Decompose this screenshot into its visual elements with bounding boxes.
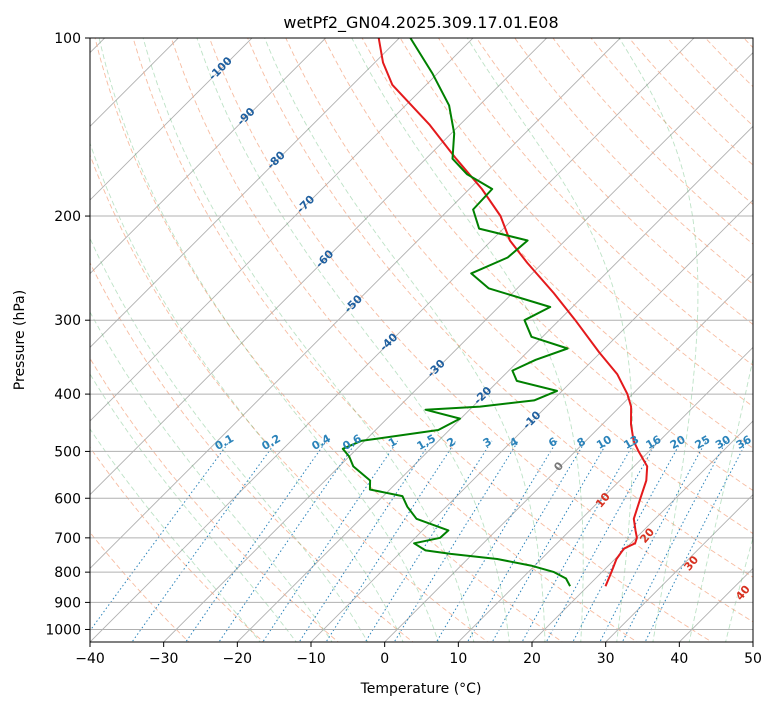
isotherm-line: [310, 199, 753, 642]
isotherm-line: [90, 38, 621, 569]
isotherm-line: [236, 125, 753, 642]
moist-adiabat: [90, 373, 297, 642]
isotherm-line: [605, 494, 753, 642]
x-tick-label: 10: [449, 651, 467, 667]
mixing-ratio-line: [262, 440, 399, 642]
isotherm-line: [90, 38, 548, 496]
isotherm-line: [384, 273, 753, 642]
moist-adiabat: [90, 428, 261, 642]
y-tick-label: 100: [54, 31, 81, 47]
mixing-ratio-line: [393, 440, 519, 642]
y-tick-label: 200: [54, 209, 81, 225]
isobar-gridlines: [90, 38, 753, 630]
mixing-ratio-line: [364, 440, 493, 642]
isotherm-line: [531, 420, 753, 642]
x-tick-label: 50: [744, 651, 762, 667]
x-tick-label: 0: [380, 651, 389, 667]
dry-adiabat: [209, 38, 753, 623]
mixing-ratio-line: [466, 440, 586, 642]
chart-title: wetPf2_GN04.2025.309.17.01.E08: [283, 13, 558, 33]
mixing-ratio-line: [491, 440, 609, 642]
x-axis: −40 −30 −20 −10 0 10 20 30 40 50: [75, 642, 762, 667]
x-tick-label: 40: [670, 651, 688, 667]
dry-adiabat: [361, 38, 753, 449]
dry-adiabat: [285, 38, 753, 535]
isotherm-line: [90, 38, 474, 422]
dry-adiabat: [628, 38, 753, 166]
dry-adiabat: [476, 38, 753, 326]
mixing-ratio-line: [131, 440, 278, 642]
x-tick-label: −20: [223, 651, 253, 667]
mixing-ratio-label: 36: [734, 433, 754, 452]
isotherm-line: [90, 38, 400, 348]
dewpoint-profile-line: [341, 38, 571, 587]
profile-series: [341, 38, 649, 587]
isotherm-line: [90, 38, 327, 275]
dry-adiabat: [247, 38, 753, 578]
y-axis: 100 200 300 400 500 600 700 800 900 1000: [45, 31, 90, 638]
dry-adiabat: [90, 153, 489, 642]
y-tick-label: 900: [54, 595, 81, 611]
x-tick-label: −10: [296, 651, 326, 667]
y-tick-label: 400: [54, 387, 81, 403]
dry-adiabat: [132, 38, 638, 642]
isotherm-line: [457, 346, 753, 642]
dry-adiabat: [94, 38, 564, 642]
x-axis-label: Temperature (°C): [360, 681, 482, 697]
plot-frame: [89, 37, 754, 643]
mixing-ratio-line: [325, 440, 457, 642]
y-axis-label: Pressure (hPa): [12, 290, 28, 390]
mixing-ratio-line: [298, 440, 432, 642]
y-tick-label: 300: [54, 313, 81, 329]
x-tick-label: 20: [523, 651, 541, 667]
y-tick-label: 1000: [45, 622, 81, 638]
y-tick-label: 800: [54, 565, 81, 581]
dry-adiabat: [323, 38, 753, 492]
mixing-ratio-line: [599, 440, 707, 642]
mixing-ratio-line: [435, 440, 558, 642]
x-tick-label: 30: [597, 651, 615, 667]
y-tick-label: 600: [54, 491, 81, 507]
x-tick-label: −40: [75, 651, 105, 667]
y-tick-label: 700: [54, 531, 81, 547]
moist-adiabat: [90, 141, 404, 642]
isotherm-line: [90, 38, 253, 201]
dry-adiabat: [552, 38, 753, 245]
mixing-ratio-line: [545, 440, 658, 642]
dry-adiabat: [170, 38, 713, 642]
isotherm-line: [163, 52, 753, 642]
dry-adiabat: [90, 261, 414, 642]
dry-adiabat: [90, 531, 190, 642]
dry-adiabat: [90, 446, 265, 642]
isotherm-line: [90, 38, 695, 642]
dry-adiabat: [437, 38, 753, 366]
x-tick-label: −30: [149, 651, 179, 667]
y-tick-label: 500: [54, 444, 81, 460]
